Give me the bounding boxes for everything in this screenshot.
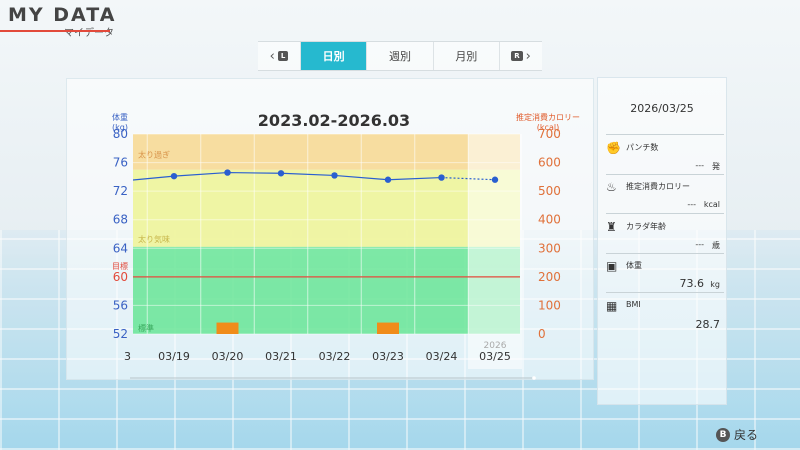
left-tick-label: 60 xyxy=(113,270,128,284)
calorie-unit: kcal xyxy=(703,200,720,209)
calorie-bar xyxy=(377,322,399,334)
scroll-thumb xyxy=(532,376,536,380)
tab-monthly[interactable]: 月別 xyxy=(432,42,499,70)
flame-icon: ♨ xyxy=(606,180,617,194)
divider xyxy=(606,253,724,254)
punch-count-unit: 発 xyxy=(712,162,720,171)
left-tick-label: 72 xyxy=(113,184,128,198)
zone-label-standard: 標準 xyxy=(138,323,154,333)
zone-slightly-overweight xyxy=(133,169,520,247)
divider xyxy=(606,213,724,214)
punch-count-value: --- xyxy=(695,161,704,170)
target-label: 目標 xyxy=(112,261,128,271)
right-tick-label: 700 xyxy=(538,127,561,141)
bmi-value: 28.7 xyxy=(695,318,721,331)
body-age-value: --- xyxy=(695,240,704,249)
x-tick-label: 03/19 xyxy=(158,350,190,363)
x-tick-label: 03/22 xyxy=(319,350,351,363)
page-title: MY DATA xyxy=(8,4,117,26)
weight-point xyxy=(384,176,392,183)
body-icon: ♜ xyxy=(606,220,617,234)
chevron-right-icon: › xyxy=(525,48,531,64)
summary-date: 2026/03/25 xyxy=(630,102,694,115)
left-axis-label-1: 体重 xyxy=(112,112,128,122)
right-axis-label-1: 推定消費カロリー xyxy=(516,112,580,122)
period-tabs: ‹ L 日別 週別 月別 R › xyxy=(258,41,542,71)
right-axis-label-2: (kcal) xyxy=(537,123,559,132)
punch-icon: ✊ xyxy=(606,141,621,155)
zone-label-overweight: 太り過ぎ xyxy=(138,150,170,160)
chart-title: 2023.02-2026.03 xyxy=(258,111,410,130)
x-tick-label: 03/20 xyxy=(212,350,244,363)
x-tick-label: 03/23 xyxy=(372,350,404,363)
r-button-icon: R xyxy=(511,51,523,61)
calorie-label: 推定消費カロリー xyxy=(626,182,690,191)
tab-weekly[interactable]: 週別 xyxy=(366,42,432,70)
left-tick-label: 80 xyxy=(113,127,128,141)
b-button-icon: B xyxy=(716,427,730,442)
weight-point xyxy=(438,174,445,181)
divider xyxy=(606,292,724,293)
zone-overweight xyxy=(133,134,520,170)
prev-tab-button[interactable]: ‹ L xyxy=(258,42,300,70)
right-tick-label: 300 xyxy=(538,241,561,255)
x-tick-label: 03/24 xyxy=(426,350,458,363)
left-tick-label: 76 xyxy=(113,156,128,170)
calorie-bar xyxy=(216,322,239,334)
left-axis-label-2: (kg) xyxy=(112,123,128,132)
right-tick-label: 500 xyxy=(538,184,561,198)
right-tick-label: 200 xyxy=(538,270,561,284)
x-tick-label: 03/21 xyxy=(265,350,297,363)
back-label: 戻る xyxy=(734,428,759,442)
next-tab-button[interactable]: R › xyxy=(498,42,542,70)
selected-day-highlight xyxy=(468,134,522,369)
calorie-value: --- xyxy=(687,200,696,209)
right-tick-label: 600 xyxy=(538,156,561,170)
punch-count-label: パンチ数 xyxy=(626,143,659,152)
left-tick-label: 64 xyxy=(113,241,128,255)
weight-unit: kg xyxy=(710,280,720,289)
weight-point xyxy=(277,170,285,177)
chevron-left-icon: ‹ xyxy=(269,48,275,64)
year-label: 2026 xyxy=(484,341,507,351)
back-button[interactable]: B 戻る xyxy=(716,426,758,443)
body-age-label: カラダ年齢 xyxy=(626,222,666,231)
right-tick-label: 400 xyxy=(538,213,561,227)
weight-point xyxy=(170,172,178,180)
left-tick-label: 68 xyxy=(113,213,128,227)
left-tick-label: 52 xyxy=(113,327,128,341)
weight-line-projection xyxy=(441,176,496,181)
divider xyxy=(606,174,724,175)
weight-point xyxy=(331,172,338,179)
weight-value: 73.6 xyxy=(679,277,705,290)
x-tick-label: 3 xyxy=(124,350,131,363)
l-button-icon: L xyxy=(277,51,289,61)
x-tick-label: 03/25 xyxy=(479,350,511,363)
title-underline xyxy=(0,30,110,32)
tab-daily[interactable]: 日別 xyxy=(300,42,367,70)
bmi-label: BMI xyxy=(626,300,641,309)
zone-label-slightly: 太り気味 xyxy=(138,234,170,244)
scale-icon: ▣ xyxy=(606,259,618,273)
left-tick-label: 56 xyxy=(113,298,128,312)
weight-point xyxy=(491,176,499,183)
right-tick-label: 100 xyxy=(538,298,561,312)
zone-standard xyxy=(133,246,520,334)
day-summary-panel: 2026/03/25 ✊ パンチ数 --- 発 ♨ 推定消費カロリー --- k… xyxy=(597,77,727,405)
weight-label: 体重 xyxy=(626,261,642,270)
weight-point xyxy=(224,169,231,176)
divider xyxy=(606,134,724,135)
calculator-icon: ▦ xyxy=(606,299,618,313)
page-subtitle: マイデータ xyxy=(64,28,114,39)
body-age-unit: 歳 xyxy=(712,241,720,250)
right-tick-label: 0 xyxy=(538,327,546,341)
